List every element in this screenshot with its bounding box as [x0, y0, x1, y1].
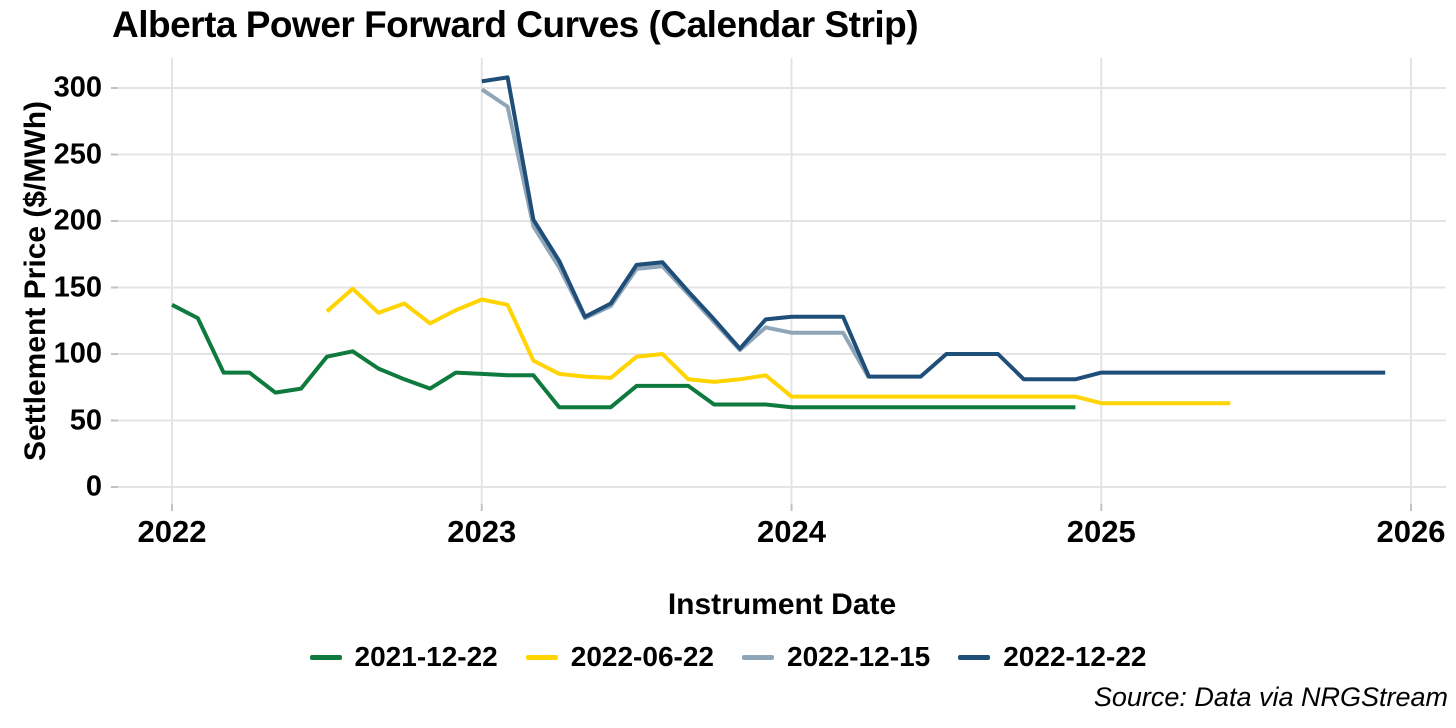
legend-swatch-icon [525, 654, 558, 660]
y-tick-label-300: 300 [53, 71, 102, 104]
legend-item-2021-12-22: 2021-12-22 [309, 641, 498, 673]
x-tick-label-2024: 2024 [757, 514, 826, 549]
y-axis-title: Settlement Price ($/MWh) [19, 100, 52, 462]
x-axis-title: Instrument Date [667, 588, 897, 621]
y-tick-label-200: 200 [53, 204, 102, 237]
legend: 2021-12-22 2022-06-22 2022-12-15 2022-12-22 [0, 641, 1456, 673]
x-tick-label-2022: 2022 [137, 514, 207, 549]
legend-item-2022-06-22: 2022-06-22 [525, 641, 714, 673]
legend-swatch-icon [309, 654, 342, 660]
legend-swatch-icon [958, 654, 991, 660]
y-tick-label-100: 100 [53, 337, 102, 370]
legend-label: 2022-06-22 [570, 641, 714, 672]
chart-title: Alberta Power Forward Curves (Calendar S… [112, 4, 919, 45]
y-tick-label-250: 250 [53, 138, 102, 170]
series-line-2022-12-22 [481, 75, 1386, 382]
x-tick-label-2026: 2026 [1376, 514, 1446, 549]
x-tick-label-2023: 2023 [447, 514, 517, 549]
legend-label: 2022-12-22 [1003, 641, 1147, 672]
source-note: Source: Data via NRGStream [1093, 682, 1448, 712]
legend-label: 2021-12-22 [354, 641, 498, 672]
x-tick-label-2025: 2025 [1066, 514, 1136, 549]
legend-item-2022-12-22: 2022-12-22 [958, 641, 1146, 673]
series-line-2022-06-22 [325, 286, 1231, 406]
y-tick-label-50: 50 [69, 404, 102, 436]
series-line-2021-12-22 [171, 303, 1076, 410]
y-tick-label-150: 150 [53, 271, 102, 303]
series-line-2022-12-15 [480, 87, 871, 379]
y-tick-label-0: 0 [85, 470, 102, 503]
legend-label: 2022-12-15 [787, 641, 931, 672]
legend-item-2022-12-15: 2022-12-15 [742, 641, 930, 673]
legend-swatch-icon [742, 654, 774, 660]
